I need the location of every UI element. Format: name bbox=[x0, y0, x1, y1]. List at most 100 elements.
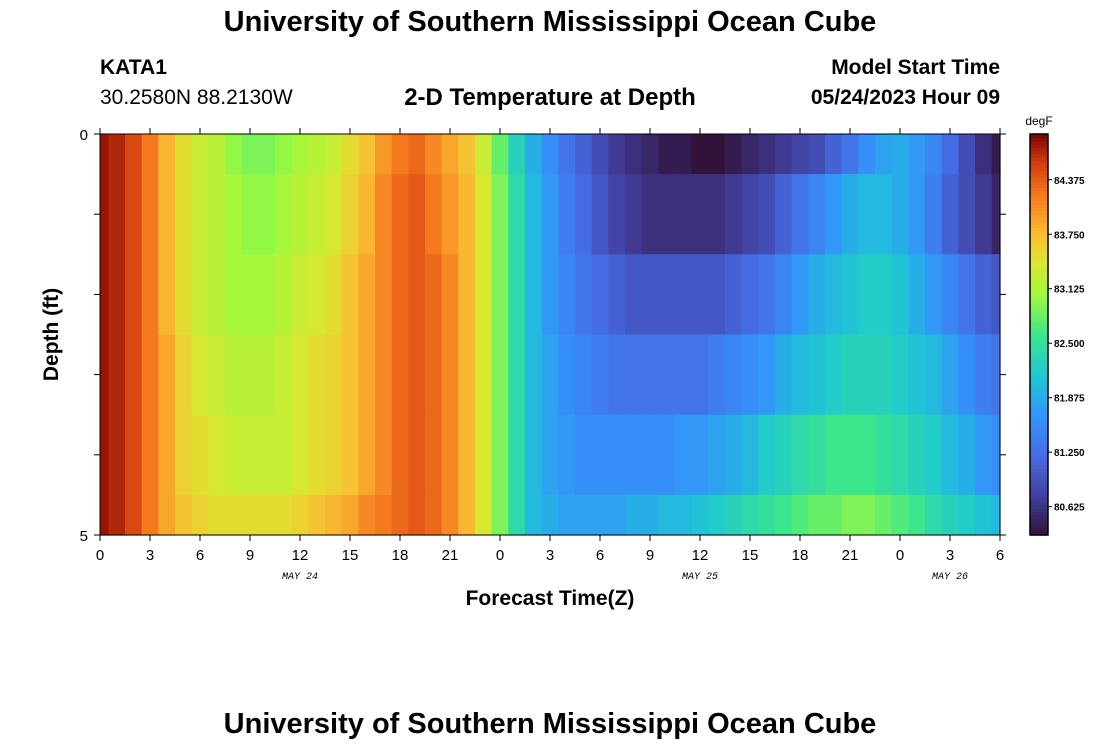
heatmap-cell bbox=[725, 334, 743, 416]
x-tick-label: 12 bbox=[692, 547, 709, 564]
heatmap-cell bbox=[841, 494, 859, 536]
heatmap-cell bbox=[275, 254, 293, 336]
heatmap-cell bbox=[958, 134, 976, 175]
heatmap-cell bbox=[291, 254, 309, 336]
colorbar-segment bbox=[1030, 404, 1048, 409]
heatmap-cell bbox=[225, 134, 243, 175]
colorbar-segment bbox=[1030, 458, 1048, 463]
colorbar-segment bbox=[1030, 428, 1048, 433]
heatmap-cell bbox=[241, 134, 259, 175]
heatmap-cell bbox=[141, 174, 159, 255]
heatmap-cell bbox=[258, 134, 276, 175]
heatmap-cell bbox=[641, 414, 659, 496]
heatmap-cell bbox=[358, 254, 376, 336]
heatmap-cell bbox=[391, 494, 409, 536]
colorbar-segment bbox=[1030, 271, 1048, 275]
colorbar-segment bbox=[1030, 284, 1048, 289]
heatmap-cell bbox=[925, 334, 943, 416]
heatmap-cell bbox=[791, 494, 809, 536]
heatmap-cell bbox=[958, 414, 976, 496]
colorbar-segment bbox=[1030, 291, 1048, 295]
colorbar-segment bbox=[1030, 478, 1048, 483]
colorbar-tick-label: 81.250 bbox=[1054, 448, 1085, 459]
colorbar-segment bbox=[1030, 140, 1048, 145]
heatmap-cell bbox=[908, 134, 926, 175]
heatmap-cell bbox=[808, 134, 826, 175]
colorbar-segment bbox=[1030, 464, 1048, 469]
heatmap-cell bbox=[891, 174, 909, 255]
heatmap-cell bbox=[625, 134, 643, 175]
heatmap-cell bbox=[408, 134, 426, 175]
colorbar-segment bbox=[1030, 521, 1048, 526]
colorbar-segment bbox=[1030, 531, 1048, 536]
heatmap-cell bbox=[791, 134, 809, 175]
colorbar-segment bbox=[1030, 438, 1048, 443]
colorbar: 84.375 83.750 83.125 82.500 81.875 81.250 80.6… bbox=[1025, 114, 1085, 536]
x-tick-label: 6 bbox=[596, 547, 604, 564]
colorbar-segment bbox=[1030, 504, 1048, 509]
colorbar-segment bbox=[1030, 424, 1048, 429]
heatmap-cell bbox=[458, 174, 476, 255]
y-axis-label: Depth (ft) bbox=[40, 288, 63, 381]
heatmap-cell bbox=[191, 414, 209, 496]
heatmap-cell bbox=[725, 494, 743, 536]
colorbar-segment bbox=[1030, 484, 1048, 489]
heatmap-cell bbox=[441, 174, 459, 255]
x-tick-label: 0 bbox=[896, 547, 904, 564]
heatmap-cell bbox=[908, 254, 926, 336]
heatmap-cell bbox=[408, 254, 426, 336]
heatmap-cell bbox=[358, 334, 376, 416]
colorbar-segment bbox=[1030, 351, 1048, 356]
heatmap-cell bbox=[208, 254, 226, 336]
x-tick-label: 6 bbox=[196, 547, 204, 564]
heatmap-cell bbox=[275, 134, 293, 175]
heatmap-cell bbox=[708, 494, 726, 536]
heatmap-cell bbox=[808, 254, 826, 336]
heatmap-cell bbox=[525, 494, 543, 536]
heatmap-cell bbox=[541, 334, 559, 416]
heatmap-cell bbox=[608, 134, 626, 175]
heatmap-cell bbox=[225, 334, 243, 416]
heatmap-cell bbox=[691, 334, 709, 416]
heatmap-cell bbox=[425, 174, 443, 255]
colorbar-segment bbox=[1030, 244, 1048, 249]
colorbar-segment bbox=[1030, 240, 1048, 245]
colorbar-segment bbox=[1030, 498, 1048, 503]
x-axis-label: Forecast Time(Z) bbox=[466, 587, 635, 610]
heatmap-cell bbox=[208, 134, 226, 175]
heatmap-cell bbox=[841, 174, 859, 255]
heatmap-cell bbox=[925, 494, 943, 536]
heatmap-cell bbox=[375, 334, 393, 416]
colorbar-segment bbox=[1030, 257, 1048, 262]
heatmap-cell bbox=[441, 334, 459, 416]
heatmap-cell bbox=[241, 414, 259, 496]
colorbar-segment bbox=[1030, 364, 1048, 369]
heatmap-cell bbox=[541, 494, 559, 536]
heatmap-cell bbox=[625, 254, 643, 336]
colorbar-segment bbox=[1030, 341, 1048, 346]
heatmap-cell bbox=[875, 334, 893, 416]
heatmap-cell bbox=[858, 494, 876, 536]
heatmap-cell bbox=[408, 494, 426, 536]
colorbar-segment bbox=[1030, 160, 1048, 165]
heatmap-cell bbox=[341, 254, 359, 336]
heatmap-cell bbox=[408, 414, 426, 496]
heatmap-cell bbox=[691, 494, 709, 536]
heatmap-cell bbox=[108, 494, 126, 536]
heatmap-cell bbox=[591, 174, 609, 255]
model-start-label: Model Start Time bbox=[831, 56, 1000, 79]
heatmap-cell bbox=[941, 494, 959, 536]
heatmap-cell bbox=[741, 254, 759, 336]
colorbar-tick-label: 81.875 bbox=[1054, 394, 1085, 405]
heatmap-cell bbox=[658, 174, 676, 255]
heatmap-cell bbox=[141, 494, 159, 536]
colorbar-segment bbox=[1030, 164, 1048, 169]
heatmap-cell bbox=[491, 254, 509, 336]
heatmap-cell bbox=[575, 174, 593, 255]
colorbar-segment bbox=[1030, 260, 1048, 265]
model-start-value: 05/24/2023 Hour 09 bbox=[810, 86, 1000, 109]
x-tick-label: 9 bbox=[646, 547, 654, 564]
colorbar-tick-label: 83.750 bbox=[1054, 230, 1085, 241]
heatmap-cell bbox=[791, 414, 809, 496]
heatmap-cell bbox=[508, 174, 526, 255]
